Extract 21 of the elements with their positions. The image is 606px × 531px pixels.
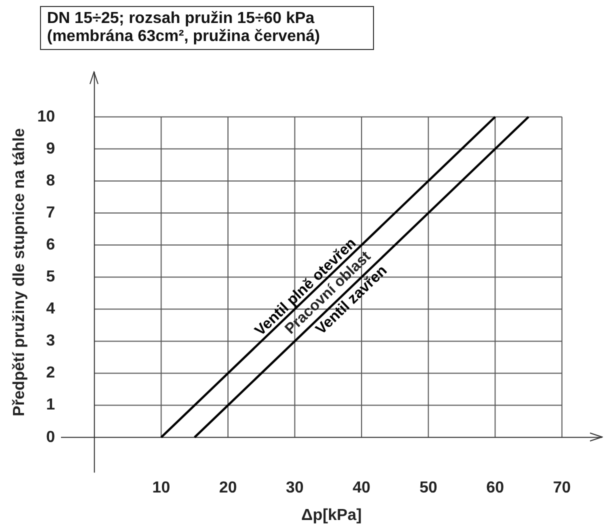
y-tick-label: 1 [46,396,56,414]
y-axis-title: Předpětí pružiny dle stupnice na táhle [11,128,28,416]
y-tick-label: 9 [46,140,56,158]
x-tick-label: 70 [553,480,571,497]
x-tick-label: 40 [352,480,371,497]
x-tick-label: 50 [419,480,438,497]
x-tick-label: 20 [219,480,237,497]
y-tick-label: 10 [37,108,56,126]
y-tick-label: 2 [46,364,56,382]
chart-title: DN 15÷25; rozsah pružin 15÷60 kPa (membrána 63cm², pružina červená) [40,6,374,50]
y-tick-label: 7 [46,204,56,222]
y-tick-label: 8 [46,172,56,190]
x-tick-label: 60 [486,480,504,497]
x-axis-title: Δp[kPa] [301,506,362,524]
y-tick-label: 6 [46,236,56,254]
y-tick-label: 0 [46,428,56,446]
y-tick-label: 4 [46,300,56,318]
x-tick-label: 30 [286,480,304,497]
x-tick-label: 10 [152,480,170,497]
y-tick-label: 5 [46,268,56,286]
y-tick-label: 3 [46,332,56,350]
